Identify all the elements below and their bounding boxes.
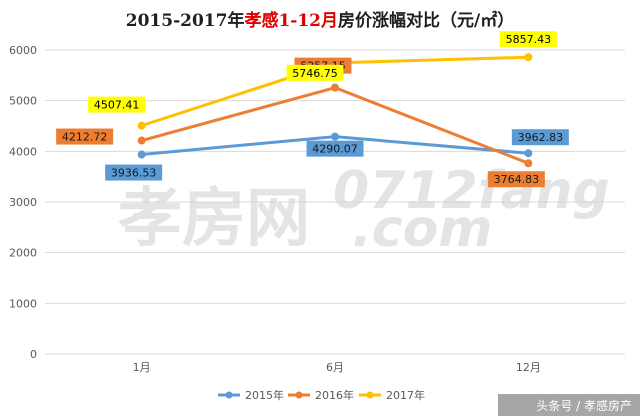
x-tick-label: 1月 [133, 361, 151, 374]
data-label-box [499, 31, 557, 48]
data-point [137, 150, 146, 159]
data-label-box [88, 96, 146, 113]
data-point [137, 136, 146, 145]
legend-label: 2017年 [386, 388, 425, 402]
data-label: 3962.83 [518, 131, 564, 144]
legend-marker [366, 391, 374, 399]
data-point [331, 83, 339, 92]
data-label: 4507.41 [94, 99, 140, 112]
y-tick-label: 1000 [9, 297, 37, 310]
legend-label: 2016年 [315, 388, 354, 402]
data-point [524, 149, 533, 158]
data-point [331, 132, 339, 141]
data-label-box [286, 64, 344, 81]
y-tick-label: 3000 [9, 196, 37, 209]
data-label: 4290.07 [312, 143, 358, 156]
legend-marker [295, 391, 303, 399]
chart-title-prefix: 2015-2017年 [126, 10, 245, 31]
data-labels: 3936.534290.073962.834212.725257.153764.… [56, 31, 569, 188]
chart-title-suffix: 房价涨幅对比（元/㎡） [338, 10, 514, 31]
data-label-box [306, 140, 364, 157]
y-tick-label: 4000 [9, 145, 37, 158]
watermark-text-com: .com [352, 199, 493, 259]
x-axis: 1月 6月 12月 [133, 361, 541, 374]
data-label-box [56, 128, 114, 145]
y-tick-label: 0 [30, 348, 37, 361]
legend: 2015年 2016年 2017年 [218, 388, 425, 402]
grid-lines [45, 49, 625, 355]
data-label: 3936.53 [111, 167, 157, 180]
data-point [137, 121, 146, 130]
data-label: 3764.83 [494, 173, 540, 186]
x-tick-label: 12月 [516, 361, 541, 374]
data-point [524, 159, 533, 168]
chart-title-highlight: 孝感1-12月 [244, 10, 338, 31]
watermark-text-latin: 0712fang [333, 161, 610, 221]
data-label: 4212.72 [62, 131, 108, 144]
y-tick-label: 5000 [9, 95, 37, 108]
data-label-box [487, 171, 545, 188]
watermark: 孝房网 0712fang .com [118, 161, 610, 259]
data-label-box [511, 129, 569, 146]
watermark-text-cn: 孝房网 [118, 182, 310, 256]
footer-background [498, 394, 640, 416]
chart-title: 2015-2017年孝感1-12月房价涨幅对比（元/㎡） [126, 10, 514, 31]
data-point [524, 53, 533, 62]
legend-marker [225, 391, 233, 399]
data-label: 5746.75 [292, 67, 338, 80]
y-tick-label: 6000 [9, 44, 37, 57]
x-tick-label: 6月 [326, 361, 344, 374]
y-axis: 0 1000 2000 3000 4000 5000 6000 [9, 44, 37, 361]
legend-label: 2015年 [245, 388, 284, 402]
data-label: 5857.43 [506, 33, 552, 46]
data-label-box [105, 164, 163, 181]
footer-text: 头条号 / 孝感房产 [536, 398, 632, 413]
y-tick-label: 2000 [9, 247, 37, 260]
